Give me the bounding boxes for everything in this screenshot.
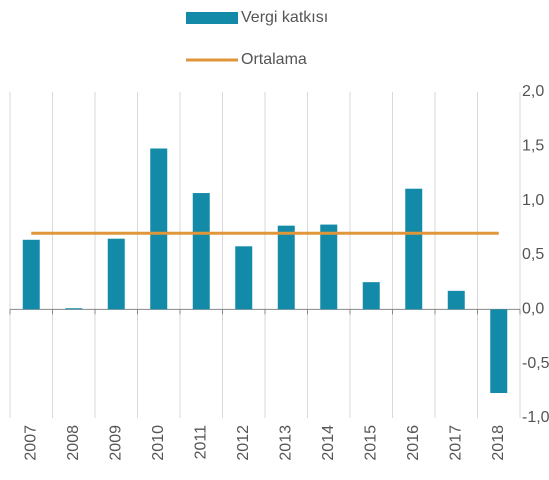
- y-tick-label: 1,5: [522, 138, 544, 155]
- y-tick-label: 0,5: [522, 246, 544, 263]
- x-tick-label: 2013: [277, 425, 294, 461]
- y-tick-label: -0,5: [522, 355, 549, 372]
- x-tick-label: 2010: [150, 425, 167, 461]
- legend-label: Ortalama: [241, 51, 307, 68]
- y-tick-label: 0,0: [522, 301, 544, 318]
- bar: [22, 239, 40, 310]
- y-tick-label: -1,0: [522, 409, 549, 426]
- x-tick-label: 2011: [192, 425, 209, 460]
- x-tick-label: 2012: [235, 425, 252, 461]
- bar: [235, 246, 253, 310]
- x-tick-label: 2014: [320, 425, 337, 461]
- y-tick-label: 1,0: [522, 192, 544, 209]
- bar: [107, 238, 125, 310]
- legend-label: Vergi katkısı: [241, 9, 328, 26]
- x-tick-label: 2016: [405, 425, 422, 461]
- y-tick-label: 2,0: [522, 83, 544, 100]
- bar: [192, 193, 210, 310]
- bar: [277, 225, 295, 310]
- legend-swatch: [186, 12, 238, 24]
- bar: [362, 282, 380, 310]
- bar: [320, 224, 338, 310]
- x-tick-label: 2009: [107, 425, 124, 461]
- x-tick-label: 2018: [490, 425, 507, 461]
- bar: [447, 290, 465, 310]
- x-tick-label: 2015: [362, 425, 379, 461]
- bar: [405, 188, 423, 310]
- bar: [65, 308, 83, 310]
- x-tick-label: 2007: [22, 425, 39, 461]
- x-tick-label: 2008: [65, 425, 82, 461]
- bar: [490, 309, 508, 394]
- bar: [150, 148, 168, 310]
- x-tick-label: 2017: [447, 425, 464, 461]
